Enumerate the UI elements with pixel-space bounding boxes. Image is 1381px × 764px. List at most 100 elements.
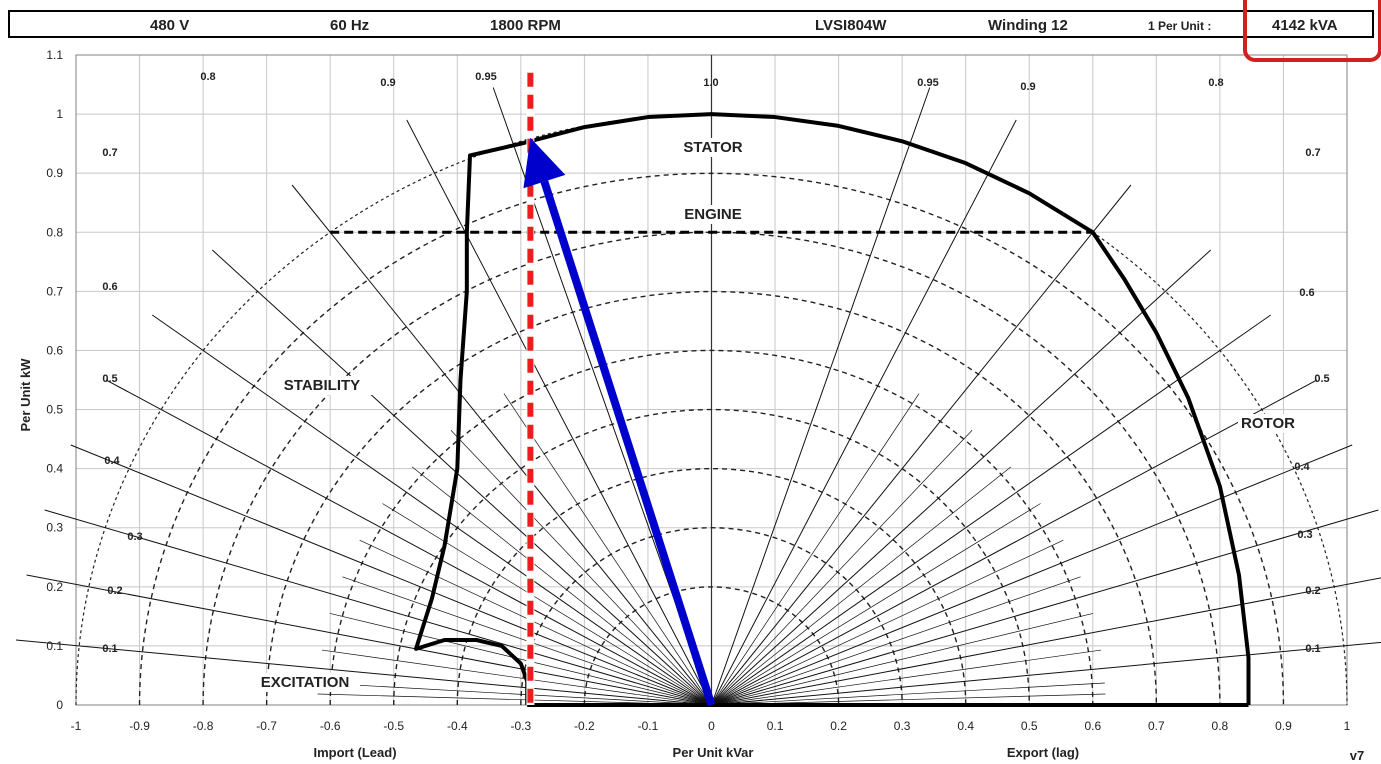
power-factor-line: [711, 314, 1272, 706]
x-tick-label: -0.7: [256, 719, 277, 733]
power-factor-line: [711, 249, 1212, 706]
y-axis-label: Per Unit kW: [18, 358, 33, 432]
x-tick-label: 0.5: [1021, 719, 1038, 733]
x-tick-label: -0.5: [383, 719, 404, 733]
y-tick-label: 1: [56, 107, 63, 121]
power-factor-line: [711, 466, 1012, 706]
power-factor-line: [711, 577, 1381, 706]
power-factor-line: [711, 429, 973, 706]
pf-label-left: 0.6: [102, 281, 117, 293]
region-label-bg: [678, 138, 748, 157]
x-axis-label: Per Unit kVar: [673, 745, 754, 760]
load-circle: [520, 527, 903, 706]
pf-label-left: 0.2: [107, 585, 122, 597]
y-tick-label: 0.8: [46, 225, 63, 239]
y-tick-label: 0.2: [46, 580, 63, 594]
operating-vector-arrowhead: [523, 137, 566, 189]
per-unit-value: 4142 kVA: [1272, 17, 1338, 34]
power-factor-line: [382, 503, 712, 706]
x-tick-label: 0: [708, 719, 715, 733]
region-label-bg: [250, 673, 360, 692]
model-label: LVSI804W: [815, 17, 887, 34]
power-factor-line: [711, 184, 1132, 706]
pf-label-right: 0.3: [1297, 529, 1312, 541]
pf-label-center: 1.0: [703, 77, 718, 89]
x-tick-label: -0.4: [447, 719, 468, 733]
power-factor-line: [411, 466, 712, 706]
pf-label-right: 0.8: [1208, 77, 1223, 89]
x-axis-label-left: Import (Lead): [313, 745, 396, 760]
power-factor-line: [70, 444, 712, 706]
power-factor-line: [359, 539, 712, 706]
capability-curve: [413, 112, 1251, 705]
frequency-label: 60 Hz: [330, 17, 370, 34]
region-label-bg: [678, 205, 748, 224]
power-factor-lines: [15, 87, 1381, 706]
power-factor-line: [406, 119, 712, 706]
power-factor-line: [321, 649, 712, 706]
pf-label-left: 0.3: [127, 531, 142, 543]
power-factor-line: [711, 641, 1381, 706]
x-tick-label: 0.9: [1275, 719, 1292, 733]
version-label: v7: [1350, 748, 1364, 763]
x-tick-label: -0.1: [638, 719, 659, 733]
pf-label-left: 0.95: [475, 71, 496, 83]
x-axis-label-right: Export (lag): [1007, 745, 1079, 760]
x-tick-label: -1: [71, 719, 82, 733]
power-factor-line: [318, 682, 712, 706]
pf-label-left: 0.9: [380, 77, 395, 89]
pf-label-left: 0.4: [104, 455, 120, 467]
x-tick-label: -0.6: [320, 719, 341, 733]
operating-vector-shaft: [540, 180, 716, 707]
load-circle: [583, 586, 840, 706]
load-circle: [202, 231, 1221, 706]
per-unit-highlight-box: [1243, 0, 1381, 62]
power-factor-line: [151, 314, 712, 706]
y-tick-label: 0.9: [46, 166, 63, 180]
x-tick-label: 0.3: [894, 719, 911, 733]
pf-label-right: 0.7: [1305, 147, 1320, 159]
x-tick-label: 0.4: [957, 719, 974, 733]
power-factor-line: [711, 539, 1064, 706]
y-tick-label: 0.4: [46, 462, 63, 476]
load-circle: [329, 349, 1094, 706]
power-factor-line: [44, 509, 712, 706]
pf-label-left: 0.8: [200, 71, 215, 83]
region-label-stability: STABILITY: [284, 377, 360, 394]
power-factor-line: [211, 249, 712, 706]
power-factor-line: [711, 119, 1017, 706]
power-factor-line: [711, 649, 1102, 706]
x-tick-label: -0.2: [574, 719, 595, 733]
power-factor-line: [329, 613, 712, 706]
x-tick-label: -0.3: [511, 719, 532, 733]
power-factor-line: [711, 682, 1105, 706]
power-factor-line: [711, 87, 931, 706]
y-tick-label: 0.1: [46, 639, 63, 653]
region-label-engine: ENGINE: [684, 206, 742, 223]
y-tick-label: 0: [56, 698, 63, 712]
per-unit-label: 1 Per Unit :: [1148, 19, 1212, 33]
power-factor-line: [711, 379, 1318, 706]
pf-label-left: 0.7: [102, 147, 117, 159]
y-tick-label: 0.3: [46, 521, 63, 535]
region-label-rotor: ROTOR: [1241, 415, 1295, 432]
load-circle: [138, 172, 1285, 706]
grid-layer: [75, 54, 1348, 706]
x-tick-label: -0.8: [193, 719, 214, 733]
load-circle: [393, 408, 1030, 706]
pf-label-right: 0.1: [1305, 643, 1320, 655]
x-tick-label: 0.1: [767, 719, 784, 733]
y-tick-label: 1.1: [46, 48, 63, 62]
x-tick-label: 1: [1344, 719, 1351, 733]
power-factor-line: [503, 393, 712, 706]
winding-label: Winding 12: [988, 17, 1068, 34]
x-tick-label: 0.7: [1148, 719, 1165, 733]
x-tick-label: 0.8: [1212, 719, 1229, 733]
speed-label: 1800 RPM: [490, 17, 561, 34]
region-label-bg: [1238, 414, 1298, 433]
capability-curve-layer: [330, 72, 1251, 707]
pf-label-left: 0.5: [102, 373, 117, 385]
pf-label-right: 0.9: [1020, 81, 1035, 93]
label-layer: 0.1 0.2 0.3 0.4 0.5 0.6 0.7 0.8 0.9 0.95 0.95 0.9 0.…: [102, 71, 1330, 692]
